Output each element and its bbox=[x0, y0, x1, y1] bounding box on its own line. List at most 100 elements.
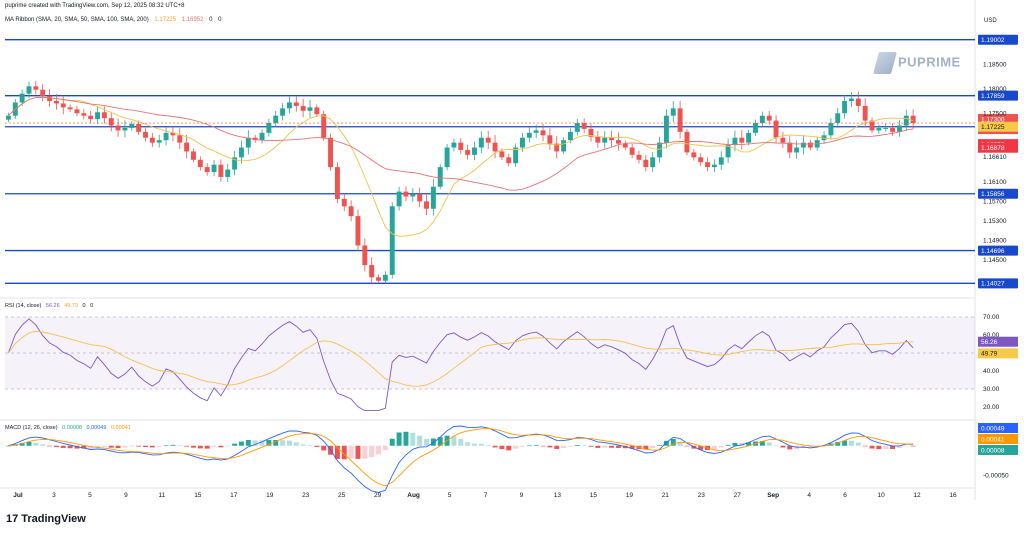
candle-body bbox=[499, 151, 505, 158]
macd-histogram-bar bbox=[238, 441, 244, 446]
macd-histogram-bar bbox=[657, 445, 663, 446]
macd-histogram-bar bbox=[773, 445, 779, 447]
macd-histogram-bar bbox=[115, 445, 121, 449]
macd-tag bbox=[978, 445, 1018, 455]
ma-fast-tag-label: 1.17225 bbox=[981, 124, 1005, 131]
candle-body bbox=[485, 137, 491, 143]
candle-body bbox=[903, 115, 909, 126]
candle-body bbox=[842, 101, 848, 114]
rsi-legend[interactable]: RSI (14, close) 56.26 49.79 0 0 bbox=[5, 303, 93, 309]
macd-histogram-bar bbox=[883, 445, 889, 450]
candle-body bbox=[848, 98, 854, 102]
macd-histogram-bar bbox=[780, 445, 786, 448]
price-tick-label: 1.16610 bbox=[983, 154, 1007, 161]
macd-histogram-bar bbox=[684, 445, 690, 447]
candle-body bbox=[259, 132, 265, 141]
macd-histogram-bar bbox=[170, 444, 176, 446]
macd-histogram-bar bbox=[5, 445, 11, 447]
candle-body bbox=[129, 124, 135, 128]
macd-histogram-bar bbox=[602, 445, 608, 448]
rsi-tag bbox=[978, 336, 1018, 347]
macd-histogram-bar bbox=[643, 445, 649, 450]
candle-body bbox=[643, 159, 649, 168]
candle-body bbox=[896, 125, 902, 132]
ma-value-3: 0 bbox=[209, 17, 213, 23]
price-tag-label: 1.16878 bbox=[981, 145, 1005, 152]
macd-histogram-bar bbox=[890, 445, 896, 450]
candle-body bbox=[225, 169, 231, 177]
candle-body bbox=[725, 145, 731, 158]
macd-histogram-bar bbox=[321, 445, 327, 451]
macd-histogram-bar bbox=[47, 445, 53, 447]
candle-body bbox=[869, 120, 875, 131]
rsi-tag bbox=[978, 348, 1018, 359]
candle-body bbox=[143, 131, 148, 138]
price-tick-label: 1.14500 bbox=[983, 257, 1007, 264]
level-tag-label: 1.19002 bbox=[981, 37, 1005, 44]
macd-histogram-bar bbox=[156, 445, 162, 447]
candle-body bbox=[520, 137, 525, 148]
macd-line-value: 0.00049 bbox=[86, 425, 107, 431]
puprime-logo-icon bbox=[873, 52, 897, 74]
tradingview-brand[interactable]: 17 TradingView bbox=[6, 513, 86, 525]
candle-body bbox=[232, 157, 238, 170]
price-tick-label: 1.17500 bbox=[983, 110, 1007, 117]
rsi-tag-label: 49.79 bbox=[981, 351, 998, 358]
level-tag bbox=[978, 245, 1018, 256]
macd-histogram-bar bbox=[876, 445, 882, 450]
time-tick-label: 25 bbox=[338, 492, 346, 499]
macd-histogram-bar bbox=[341, 445, 347, 460]
level-tag bbox=[978, 188, 1018, 199]
macd-histogram-bar bbox=[19, 442, 25, 446]
candle-body bbox=[177, 135, 183, 143]
candle-body bbox=[67, 107, 73, 110]
level-tag bbox=[978, 90, 1018, 101]
price-tag bbox=[978, 114, 1018, 125]
macd-histogram-bar bbox=[547, 445, 553, 448]
candle-body bbox=[95, 112, 100, 120]
candle-body bbox=[705, 162, 710, 168]
macd-histogram-bar bbox=[40, 444, 46, 446]
candle-body bbox=[910, 115, 916, 124]
macd-histogram-bar bbox=[595, 445, 601, 448]
rsi-tick-label: 70.00 bbox=[983, 314, 1000, 321]
candle-body bbox=[101, 112, 107, 119]
macd-histogram-bar bbox=[286, 440, 292, 446]
candle-body bbox=[40, 89, 46, 97]
time-tick-label: 6 bbox=[843, 492, 847, 499]
macd-histogram-bar bbox=[348, 445, 354, 459]
time-tick-label: 29 bbox=[374, 492, 382, 499]
macd-histogram-bar bbox=[835, 441, 841, 446]
candle-body bbox=[567, 131, 573, 141]
macd-histogram-bar bbox=[451, 436, 457, 446]
candle-body bbox=[657, 142, 663, 158]
rsi-extra-2: 0 bbox=[90, 303, 94, 309]
candle-body bbox=[53, 101, 59, 104]
candle-body bbox=[855, 98, 861, 106]
rsi-extra-1: 0 bbox=[82, 303, 86, 309]
candle-body bbox=[5, 115, 11, 120]
candle-body bbox=[60, 103, 66, 108]
macd-signal-value: 0.00041 bbox=[110, 425, 131, 431]
ma-value-2: 1.16952 bbox=[181, 17, 204, 23]
candle-body bbox=[280, 108, 286, 116]
candle-body bbox=[492, 142, 498, 152]
candle-body bbox=[622, 143, 628, 148]
macd-histogram-bar bbox=[389, 438, 395, 446]
candle-body bbox=[238, 147, 244, 158]
ma-slow-line bbox=[8, 96, 914, 191]
price-tick-label: 1.14900 bbox=[983, 238, 1007, 245]
ma-fast-tag bbox=[978, 121, 1018, 132]
macd-histogram-bar bbox=[711, 445, 717, 450]
macd-histogram-bar bbox=[410, 432, 416, 446]
candle-body bbox=[136, 124, 142, 132]
candle-body bbox=[403, 191, 409, 197]
macd-histogram-bar bbox=[766, 442, 772, 446]
price-tick-label: 1.15300 bbox=[983, 218, 1007, 225]
macd-legend[interactable]: MACD (12, 26, close) 0.00008 0.00049 0.0… bbox=[5, 425, 131, 431]
time-tick-label: Sep bbox=[767, 492, 779, 499]
candle-body bbox=[711, 164, 717, 168]
candle-body bbox=[540, 130, 546, 136]
rsi-tick-label: 40.00 bbox=[983, 368, 1000, 375]
ma-ribbon-legend[interactable]: MA Ribbon (SMA, 20, SMA, 50, SMA, 100, S… bbox=[5, 17, 222, 23]
